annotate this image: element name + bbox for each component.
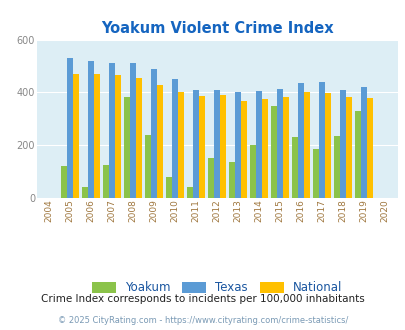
Bar: [103, 165, 109, 198]
Bar: [220, 95, 226, 198]
Bar: [339, 90, 345, 198]
Bar: [234, 92, 241, 198]
Bar: [229, 162, 235, 198]
Bar: [187, 187, 193, 198]
Bar: [130, 63, 136, 198]
Bar: [124, 97, 130, 198]
Bar: [94, 74, 100, 198]
Text: © 2025 CityRating.com - https://www.cityrating.com/crime-statistics/: © 2025 CityRating.com - https://www.city…: [58, 315, 347, 325]
Bar: [354, 111, 360, 198]
Bar: [313, 149, 318, 198]
Bar: [256, 91, 262, 198]
Text: Crime Index corresponds to incidents per 100,000 inhabitants: Crime Index corresponds to incidents per…: [41, 294, 364, 304]
Bar: [136, 79, 142, 198]
Bar: [88, 61, 94, 198]
Bar: [241, 101, 246, 198]
Bar: [360, 87, 366, 198]
Bar: [282, 97, 288, 198]
Bar: [262, 99, 267, 198]
Bar: [303, 92, 309, 198]
Bar: [345, 97, 351, 198]
Bar: [250, 145, 256, 198]
Bar: [61, 166, 67, 198]
Bar: [292, 137, 298, 198]
Bar: [82, 187, 88, 198]
Bar: [214, 90, 220, 198]
Bar: [198, 96, 205, 198]
Bar: [157, 85, 162, 198]
Bar: [145, 135, 151, 198]
Bar: [178, 92, 183, 198]
Bar: [151, 69, 157, 198]
Bar: [366, 98, 372, 198]
Bar: [73, 75, 79, 198]
Legend: Yoakum, Texas, National: Yoakum, Texas, National: [87, 277, 346, 299]
Bar: [109, 63, 115, 198]
Bar: [115, 75, 121, 198]
Bar: [67, 58, 73, 198]
Bar: [193, 90, 198, 198]
Bar: [324, 93, 330, 198]
Bar: [166, 178, 172, 198]
Bar: [208, 158, 214, 198]
Bar: [298, 82, 303, 198]
Bar: [318, 82, 324, 198]
Title: Yoakum Violent Crime Index: Yoakum Violent Crime Index: [101, 21, 333, 36]
Bar: [172, 79, 178, 198]
Bar: [277, 89, 282, 198]
Bar: [334, 136, 339, 198]
Bar: [271, 106, 277, 198]
